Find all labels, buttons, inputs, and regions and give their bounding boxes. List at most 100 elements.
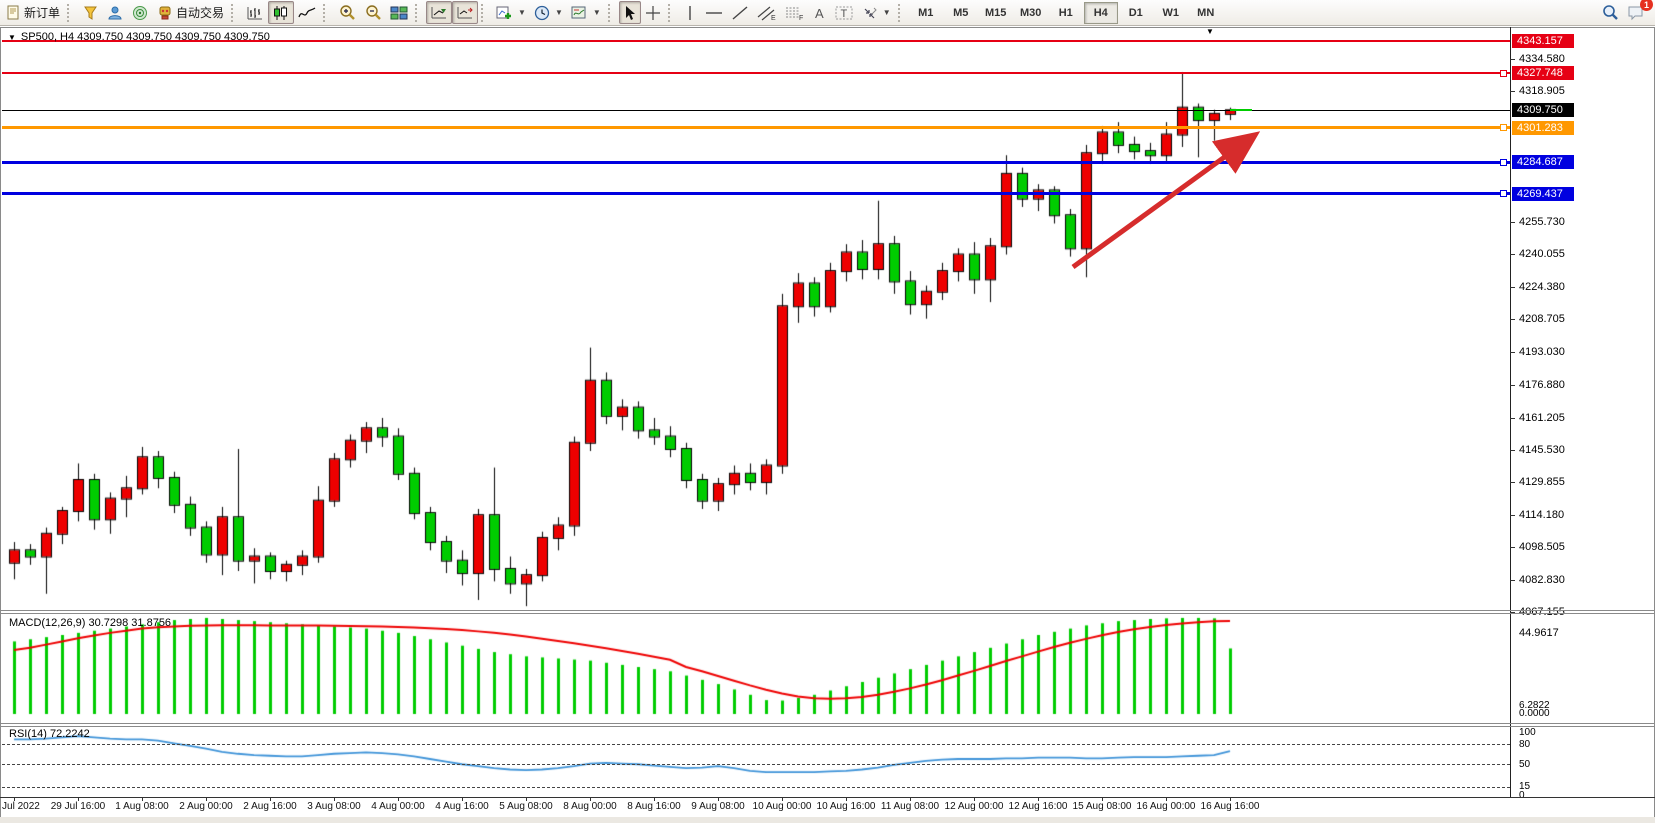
timeframe-m15-button[interactable]: M15 [985, 6, 1007, 19]
panel-separator [0, 726, 1655, 727]
price-axis-line [1510, 27, 1511, 798]
time-axis-label: 5 Aug 08:00 [499, 801, 553, 812]
vertical-line-button[interactable] [679, 1, 701, 24]
rsi-level-80-line [2, 744, 1510, 745]
time-axis-line [0, 797, 1655, 798]
chart-top-marker-icon: ▼ [1206, 27, 1214, 36]
timeframe-d1-button[interactable]: D1 [1128, 6, 1143, 19]
signals-icon [133, 5, 148, 20]
chart-title[interactable]: ▼ SP500, H4 4309.750 4309.750 4309.750 4… [8, 31, 270, 43]
zoom-in-button[interactable] [334, 1, 360, 24]
zoom-out-button[interactable] [360, 1, 386, 24]
rsi-label: RSI(14) 72.2242 [9, 728, 90, 740]
panel-separator[interactable] [0, 723, 1655, 724]
chart-shift-button[interactable] [452, 1, 479, 24]
timeframe-group: M1 M5 M15 M30 H1 H4 D1 W1 MN [909, 1, 1223, 24]
time-axis-label: 16 Aug 00:00 [1136, 801, 1196, 812]
time-axis-label: 1 Aug 08:00 [115, 801, 169, 812]
timeframe-m1-button[interactable]: M1 [918, 6, 934, 19]
panel-separator [0, 613, 1655, 614]
signals-button[interactable] [128, 1, 153, 24]
svg-text:T: T [840, 8, 847, 20]
time-axis-tick [206, 797, 207, 801]
timeframe-mn-button[interactable]: MN [1197, 6, 1215, 19]
crosshair-icon [645, 5, 660, 20]
time-axis-tick [782, 797, 783, 801]
time-axis-label: 4 Aug 00:00 [371, 801, 425, 812]
macd-max-label: 44.9617 [1519, 627, 1559, 639]
community-button[interactable] [103, 1, 128, 24]
market-icon [84, 6, 97, 20]
timeframe-w1-button[interactable]: W1 [1162, 6, 1179, 19]
line-chart-button[interactable] [294, 1, 320, 24]
timeframe-h4-button[interactable]: H4 [1083, 1, 1118, 24]
rsi-level-label-80: 80 [1519, 739, 1531, 750]
time-axis-label: 4 Aug 16:00 [435, 801, 489, 812]
rsi-level-label-50: 50 [1519, 759, 1531, 770]
window-bottom-edge [0, 817, 1655, 823]
text-button[interactable]: A [809, 1, 831, 24]
time-axis-tick [398, 797, 399, 801]
periods-dropdown[interactable]: ▼ [530, 1, 567, 24]
time-axis-tick [590, 797, 591, 801]
time-axis-tick [654, 797, 655, 801]
auto-scroll-button[interactable] [426, 1, 453, 24]
timeframe-m5-button[interactable]: M5 [953, 6, 969, 19]
time-axis-label: 16 Aug 16:00 [1200, 801, 1260, 812]
new-order-button[interactable]: 新订单 [2, 1, 64, 24]
time-axis-tick [910, 797, 911, 801]
time-axis-label: 11 Aug 08:00 [880, 801, 940, 812]
clock-icon [534, 5, 550, 20]
time-axis-tick [1230, 797, 1231, 801]
time-axis-label: 12 Aug 16:00 [1008, 801, 1068, 812]
macd-zero-label: 0.0000 [1519, 708, 1550, 719]
market-button[interactable] [78, 1, 103, 24]
tile-windows-button[interactable] [386, 1, 412, 24]
time-axis-tick [1102, 797, 1103, 801]
text-label-button[interactable]: T [831, 1, 857, 24]
toolbar-grip [897, 3, 905, 22]
time-axis-label: 29 Jul 2022 [0, 801, 40, 812]
time-axis-label: 9 Aug 08:00 [691, 801, 745, 812]
templates-dropdown[interactable]: ▼ [567, 1, 605, 24]
bar-chart-button[interactable] [242, 1, 268, 24]
fibonacci-button[interactable]: F [781, 1, 809, 24]
panel-separator[interactable] [0, 610, 1655, 611]
candlestick-chart-icon [274, 5, 288, 20]
svg-text:E: E [771, 15, 776, 21]
time-axis-tick [718, 797, 719, 801]
time-axis-tick [526, 797, 527, 801]
macd-label: MACD(12,26,9) 30.7298 31.8756 [9, 617, 172, 629]
fibonacci-icon: F [785, 7, 803, 21]
auto-trading-button[interactable]: 自动交易 [153, 1, 228, 24]
horizontal-line-button[interactable] [701, 1, 727, 24]
dropdown-caret-icon: ▼ [882, 8, 891, 17]
trendline-button[interactable] [727, 1, 753, 24]
search-icon [1603, 5, 1618, 20]
rsi-level-15-line [2, 787, 1510, 788]
indicators-dropdown[interactable]: ▼ [492, 1, 530, 24]
notification-badge: 1 [1640, 0, 1653, 11]
cursor-button[interactable] [618, 1, 641, 24]
time-axis-label: 12 Aug 00:00 [944, 801, 1004, 812]
time-axis-tick [142, 797, 143, 801]
dropdown-caret-icon: ▼ [592, 8, 601, 17]
time-axis-label: 10 Aug 00:00 [752, 801, 812, 812]
timeframe-m30-button[interactable]: M30 [1020, 6, 1042, 19]
symbol-dropdown-icon[interactable]: ▼ [8, 32, 16, 42]
auto-trading-label: 自动交易 [176, 6, 225, 20]
notifications-button[interactable]: 1 [1623, 0, 1653, 24]
channel-button[interactable]: E [753, 1, 781, 24]
timeframe-h1-button[interactable]: H1 [1058, 6, 1073, 19]
candlestick-chart-button[interactable] [268, 1, 295, 24]
search-button[interactable] [1597, 1, 1623, 24]
time-axis-tick [78, 797, 79, 801]
time-axis-label: 15 Aug 08:00 [1072, 801, 1132, 812]
toolbar-grip [231, 3, 238, 22]
dropdown-caret-icon: ▼ [554, 8, 563, 17]
crosshair-button[interactable] [641, 1, 665, 24]
arrows-dropdown[interactable]: ▼ [857, 1, 895, 24]
time-axis-tick [974, 797, 975, 801]
rsi-level-label-0: 0 [1519, 790, 1525, 801]
